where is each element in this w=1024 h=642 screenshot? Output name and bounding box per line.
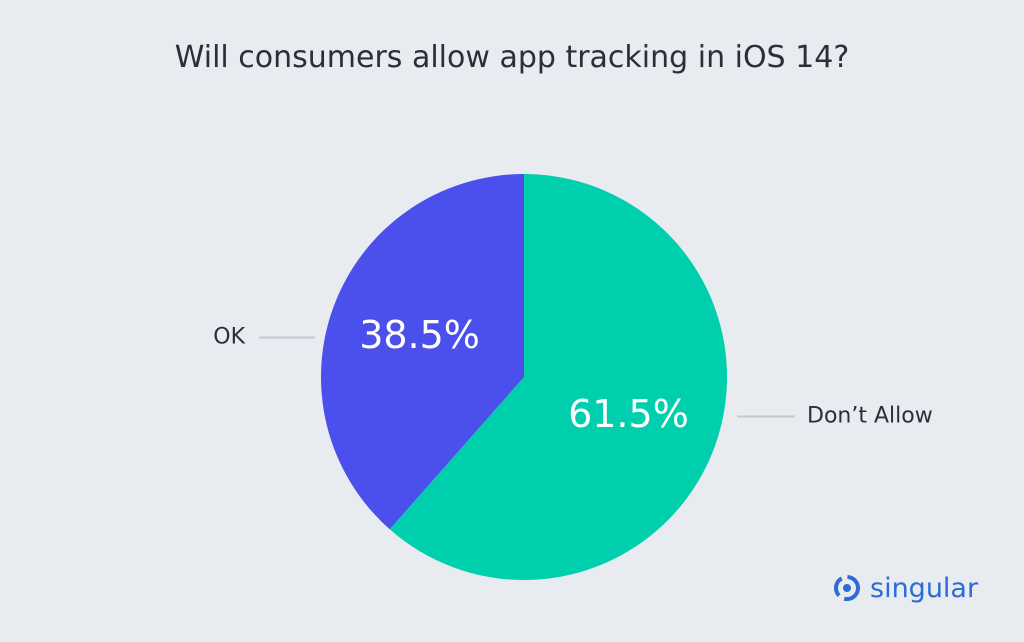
singular-logo-icon	[834, 575, 860, 601]
slice-value-label-0: 61.5%	[568, 392, 689, 436]
pie-slices	[321, 174, 727, 580]
pie-slice-0	[389, 174, 727, 580]
chart-title: Will consumers allow app tracking in iOS…	[174, 40, 850, 75]
pie-slice-1	[321, 174, 524, 530]
pie-legend: Don’t Allow OK	[213, 325, 932, 429]
singular-logo-text: singular	[870, 572, 979, 604]
singular-logo: singular	[832, 570, 978, 606]
slice-value-label-1: 38.5%	[359, 313, 480, 357]
legend-label-0: Don’t Allow	[807, 403, 933, 428]
pie-labels: 61.5% 38.5%	[359, 313, 689, 436]
legend-label-1: OK	[213, 325, 245, 350]
